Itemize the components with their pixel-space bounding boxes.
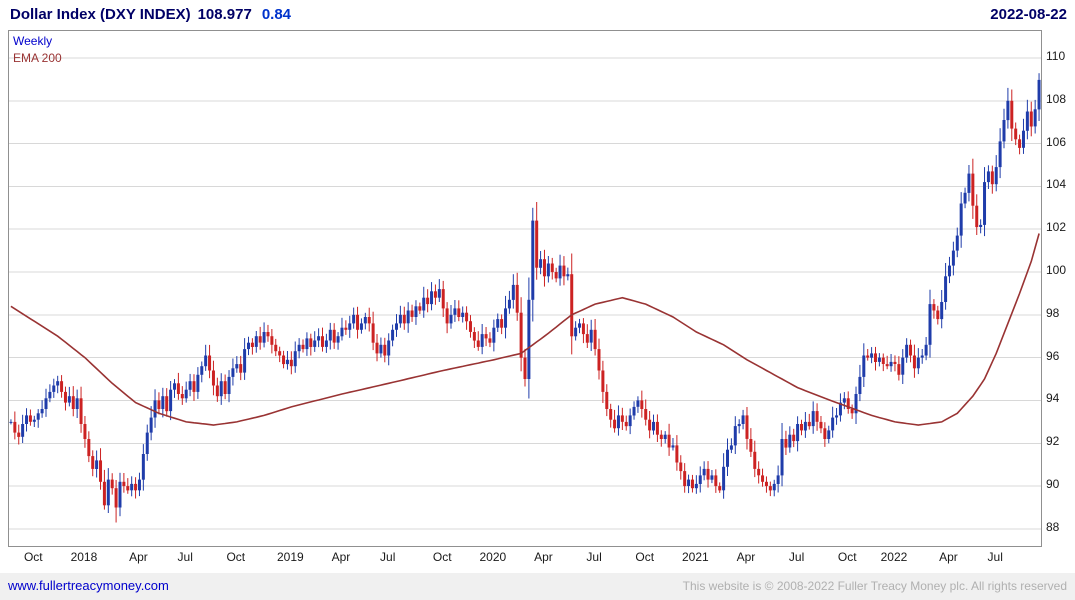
chart-svg bbox=[9, 57, 1041, 530]
x-axis-tick: Jul bbox=[177, 550, 193, 564]
candles-group bbox=[9, 73, 1041, 523]
legend-interval-label: Weekly bbox=[13, 34, 53, 48]
last-price: 108.977 bbox=[197, 6, 252, 23]
chart-date: 2022-08-22 bbox=[990, 6, 1067, 23]
y-axis-tick: 90 bbox=[1046, 477, 1060, 492]
chart-legend: Weekly EMA 200 bbox=[13, 33, 62, 67]
y-axis-tick: 106 bbox=[1046, 134, 1067, 149]
x-axis-tick: Jul bbox=[586, 550, 602, 564]
x-axis-tick: Apr bbox=[939, 550, 958, 564]
y-axis-tick: 110 bbox=[1046, 48, 1066, 63]
x-axis-tick: Apr bbox=[736, 550, 756, 564]
price-change: 0.84 bbox=[261, 6, 292, 23]
gridlines-group bbox=[9, 57, 1041, 530]
ema-line bbox=[10, 233, 1040, 426]
page-title: Dollar Index (DXY INDEX) 108.977 0.84 bbox=[10, 6, 291, 23]
y-axis-tick: 100 bbox=[1046, 263, 1067, 278]
y-axis-tick: 102 bbox=[1046, 220, 1067, 235]
x-axis-tick: 2022 bbox=[880, 550, 908, 564]
y-axis-tick: 88 bbox=[1046, 519, 1060, 534]
y-axis-tick: 94 bbox=[1046, 391, 1060, 406]
price-chart: Weekly EMA 200 bbox=[8, 30, 1042, 547]
x-axis-tick: 2020 bbox=[479, 550, 507, 564]
x-axis-tick: 2019 bbox=[276, 550, 304, 564]
x-axis-tick: 2021 bbox=[681, 550, 709, 564]
x-axis-tick: Oct bbox=[837, 550, 857, 564]
x-axis-tick: Jul bbox=[380, 550, 396, 564]
x-axis-tick: Oct bbox=[432, 550, 452, 564]
x-axis-tick: Oct bbox=[23, 550, 43, 564]
legend-ema-label: EMA 200 bbox=[13, 51, 62, 65]
x-axis-tick: Oct bbox=[226, 550, 246, 564]
x-axis-tick: Jul bbox=[788, 550, 805, 564]
x-axis-tick: Apr bbox=[129, 550, 148, 564]
y-axis-tick: 108 bbox=[1046, 91, 1067, 106]
copyright-text: This website is © 2008-2022 Fuller Treac… bbox=[682, 579, 1067, 593]
x-axis-tick: Oct bbox=[635, 550, 655, 564]
y-axis-tick: 98 bbox=[1046, 305, 1060, 320]
y-axis-tick: 104 bbox=[1046, 177, 1067, 192]
x-axis-tick: Apr bbox=[331, 550, 351, 564]
instrument-name: Dollar Index (DXY INDEX) bbox=[10, 6, 191, 23]
x-axis-tick: Apr bbox=[534, 550, 553, 564]
chart-header: Dollar Index (DXY INDEX) 108.977 0.84 2022… bbox=[0, 0, 1075, 30]
site-link[interactable]: www.fullertreacymoney.com bbox=[8, 578, 169, 593]
y-axis-tick: 96 bbox=[1046, 348, 1060, 363]
y-axis-tick: 92 bbox=[1046, 434, 1060, 449]
x-axis-tick: 2018 bbox=[70, 550, 98, 564]
footer-bar: www.fullertreacymoney.com This website i… bbox=[0, 573, 1075, 600]
x-axis-tick: Jul bbox=[987, 550, 1003, 564]
